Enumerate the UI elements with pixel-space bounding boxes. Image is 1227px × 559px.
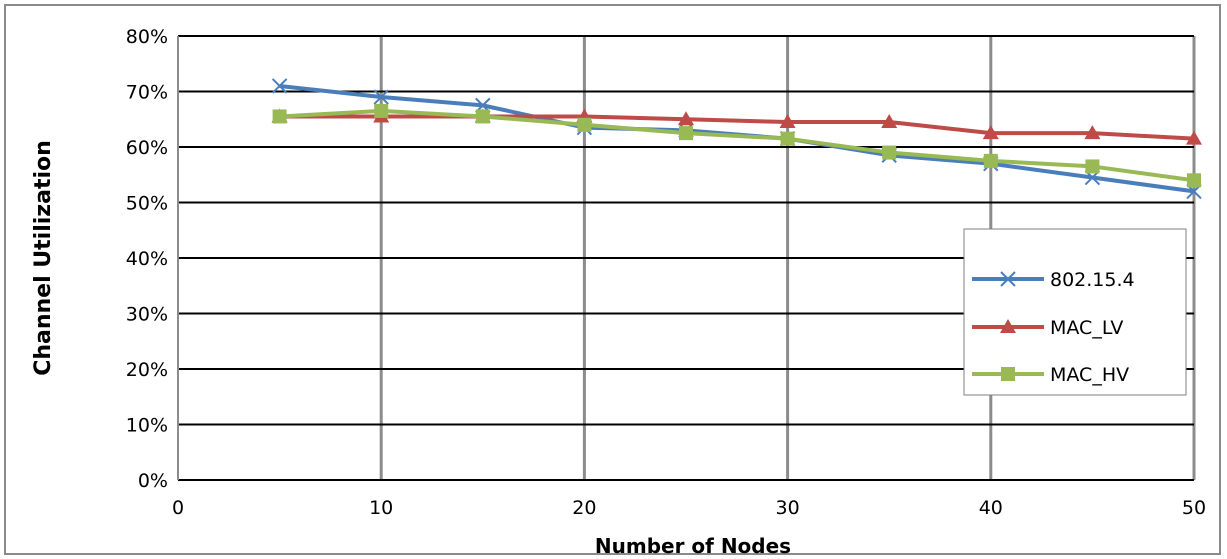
data-point — [373, 89, 389, 105]
data-point — [271, 78, 288, 94]
series-mac-hv — [272, 103, 1201, 188]
y-tick-label: 30% — [126, 304, 168, 326]
y-tick-label: 80% — [126, 26, 168, 48]
x-tick-label: 30 — [776, 497, 800, 519]
series-line — [279, 108, 1195, 183]
data-point — [1187, 173, 1201, 188]
y-axis-ticks: 0% 10% 20% 30% 40% 50% 60% 70% 80% — [126, 26, 168, 492]
data-point — [475, 109, 490, 124]
legend-item: MAC_HV — [972, 364, 1129, 386]
x-axis-title: Number of Nodes — [595, 534, 791, 558]
series-line — [279, 83, 1195, 194]
y-tick-label: 10% — [126, 415, 168, 437]
data-point — [983, 153, 998, 168]
series-line — [279, 114, 1195, 141]
legend-label: MAC_HV — [1050, 364, 1129, 386]
x-tick-label: 50 — [1182, 497, 1206, 519]
data-point — [1186, 130, 1202, 145]
data-point — [881, 114, 898, 129]
y-tick-label: 0% — [138, 470, 168, 492]
series-802-15-4 — [271, 78, 1202, 200]
data-point — [779, 114, 796, 129]
data-point — [982, 125, 999, 140]
legend-marker — [1001, 367, 1015, 381]
x-tick-label: 20 — [572, 497, 596, 519]
y-tick-label: 70% — [126, 82, 168, 104]
data-point — [1085, 159, 1100, 174]
data-series — [271, 78, 1202, 200]
y-tick-label: 50% — [126, 193, 168, 215]
legend-item: 802.15.4 — [972, 269, 1135, 291]
legend-marker — [1000, 319, 1016, 333]
x-tick-label: 40 — [979, 497, 1003, 519]
x-tick-label: 10 — [369, 497, 393, 519]
y-tick-label: 40% — [126, 248, 168, 270]
data-point — [272, 109, 287, 124]
data-point — [679, 126, 693, 141]
data-point — [1084, 125, 1101, 140]
y-tick-label: 20% — [126, 359, 168, 381]
data-point — [882, 145, 897, 160]
data-point — [374, 103, 389, 118]
y-tick-label: 60% — [126, 137, 168, 159]
legend-label: 802.15.4 — [1050, 269, 1135, 291]
data-point — [577, 117, 592, 132]
legend: 802.15.4 MAC_LV MAC_HV — [963, 228, 1187, 396]
x-tick-label: 0 — [172, 497, 184, 519]
legend-item: MAC_LV — [972, 317, 1123, 339]
data-point — [678, 111, 694, 126]
data-point — [780, 131, 795, 146]
legend-marker — [1000, 271, 1016, 287]
x-axis-ticks: 0 10 20 30 40 50 — [172, 497, 1206, 519]
y-axis-title: Channel Utilization — [31, 140, 56, 376]
legend-label: MAC_LV — [1050, 317, 1123, 339]
